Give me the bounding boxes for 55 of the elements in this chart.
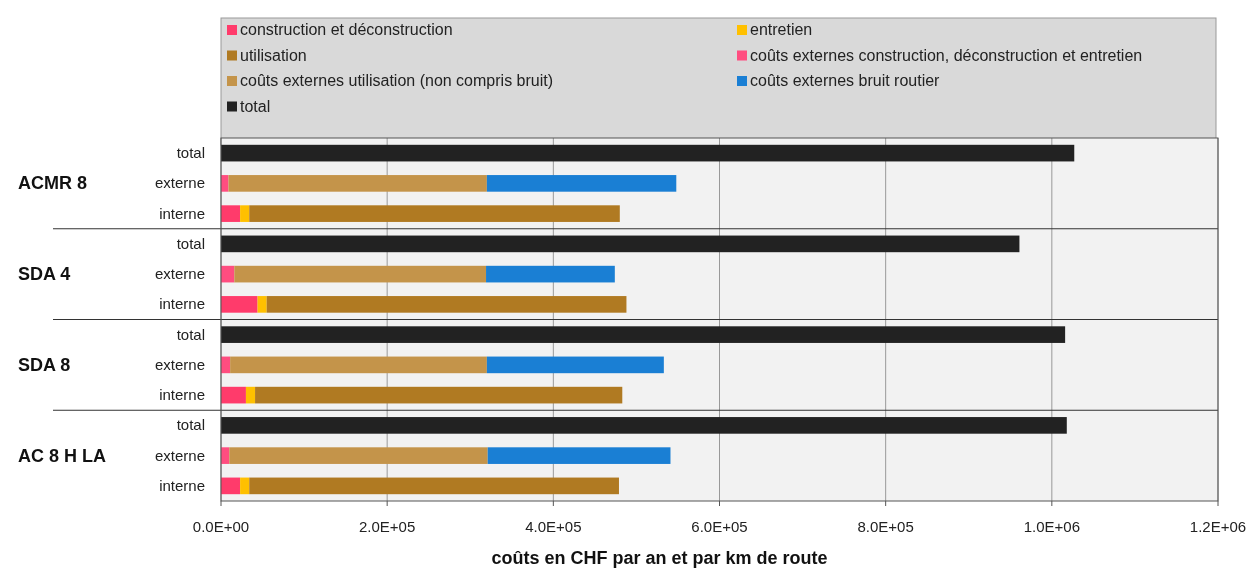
- bar: [221, 144, 1075, 162]
- bar: [487, 447, 671, 464]
- bar: [257, 296, 267, 313]
- legend-label: entretien: [750, 21, 813, 38]
- legend-label: utilisation: [240, 46, 307, 64]
- y-tick-label: total: [176, 416, 205, 434]
- y-tick-label: total: [176, 325, 205, 343]
- bar: [486, 356, 664, 374]
- x-tick-label: 1.2E+06: [1189, 518, 1247, 535]
- y-tick-label: externe: [154, 355, 205, 373]
- y-tick-label: interne: [159, 386, 205, 404]
- legend-label: coûts externes utilisation (non compris bruit): [240, 72, 554, 89]
- text: SDA 4: [18, 264, 71, 285]
- legend-label: coûts externes construction, déconstruction et entretien: [750, 46, 1143, 64]
- bar: [486, 265, 615, 283]
- text: AC 8 H LA: [18, 445, 107, 466]
- bar: [221, 477, 241, 495]
- bar: [221, 326, 1066, 343]
- x-axis-title: coûts en CHF par an et par km de route: [491, 548, 828, 568]
- x-tick-label: 4.0E+05: [525, 518, 582, 535]
- bar: [221, 296, 258, 313]
- bar: [234, 265, 487, 283]
- bar: [240, 205, 250, 222]
- y-tick-label: interne: [159, 204, 205, 222]
- bar: [245, 386, 256, 404]
- x-tick-label: 6.0E+05: [691, 518, 748, 535]
- bar: [221, 386, 246, 404]
- bar: [221, 205, 241, 222]
- x-tick-label: 8.0E+05: [857, 518, 914, 535]
- y-tick-label: externe: [154, 174, 205, 192]
- y-tick-label: externe: [154, 446, 205, 464]
- bar: [249, 477, 619, 495]
- y-tick-label: total: [176, 144, 205, 162]
- y-tick-label: externe: [154, 265, 205, 283]
- y-tick-label: total: [176, 234, 205, 252]
- bar: [266, 296, 627, 313]
- legend-label: construction et déconstruction: [240, 21, 453, 38]
- legend-label: total: [240, 97, 271, 115]
- bar: [221, 417, 1067, 434]
- bar: [228, 175, 487, 192]
- y-tick-label: interne: [159, 295, 205, 313]
- text: SDA 8: [18, 354, 71, 375]
- x-tick-label: 0.0E+00: [192, 518, 250, 535]
- y-tick-label: interne: [159, 476, 205, 494]
- x-tick-label: 1.0E+06: [1023, 518, 1080, 535]
- bar: [221, 235, 1020, 253]
- text: ACMR 8: [18, 173, 88, 194]
- bar: [255, 386, 623, 404]
- bar: [240, 477, 250, 495]
- bar: [249, 205, 620, 222]
- legend-label: coûts externes bruit routier: [750, 72, 941, 89]
- x-tick-label: 2.0E+05: [359, 518, 416, 535]
- bar: [229, 447, 488, 464]
- bar: [486, 175, 677, 192]
- bar: [230, 356, 487, 374]
